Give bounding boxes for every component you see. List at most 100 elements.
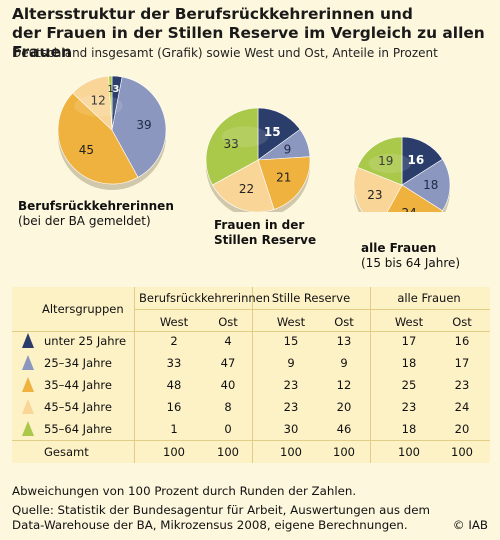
table-cell: 24 xyxy=(454,400,470,414)
table-cell: 33 xyxy=(166,356,182,370)
table-cell: 20 xyxy=(336,400,352,414)
pie-highlight xyxy=(221,126,269,147)
table-cell: 18 xyxy=(401,356,417,370)
table-cell: 46 xyxy=(336,422,352,436)
header-stille-reserve: Stille Reserve xyxy=(271,291,351,305)
pie-1-slice xyxy=(57,92,139,185)
pie-1-label-bold: Berufsrückkehrerinnen xyxy=(18,199,174,213)
table-cell: 23 xyxy=(401,400,417,414)
pie-2-slice xyxy=(205,107,259,186)
table-divider xyxy=(12,440,490,441)
row-label: unter 25 Jahre xyxy=(44,334,127,348)
pie-2-label-bold: Frauen in der xyxy=(214,218,305,232)
table-cell: 12 xyxy=(336,378,352,392)
total-cell: 100 xyxy=(451,445,473,459)
pie-3-slice xyxy=(401,136,443,186)
pie-2-slice-label: 33 xyxy=(223,137,238,151)
table-cell: 48 xyxy=(166,378,182,392)
age-group-marker-icon xyxy=(22,333,34,348)
total-cell: 100 xyxy=(280,445,302,459)
table-cell: 16 xyxy=(454,334,470,348)
table-divider xyxy=(12,331,490,332)
header-berufsrueckkehrerinnen: Berufsrückkehrerinnen xyxy=(139,291,271,305)
age-group-marker-icon xyxy=(22,355,34,370)
pie-1-label-normal: (bei der BA gemeldet) xyxy=(18,214,151,228)
table-cell: 9 xyxy=(287,356,295,370)
subheader-ost: Ost xyxy=(452,315,472,329)
total-cell: 100 xyxy=(398,445,420,459)
table-cell: 30 xyxy=(283,422,299,436)
table-cell: 13 xyxy=(336,334,352,348)
header-altersgruppen: Altersgruppen xyxy=(42,302,124,316)
row-label: 55–64 Jahre xyxy=(44,422,112,436)
pie-2-slice-label: 22 xyxy=(239,182,254,196)
table-cell: 17 xyxy=(401,334,417,348)
table-cell: 9 xyxy=(340,356,348,370)
pie-3-slice xyxy=(353,166,403,212)
table-cell: 2 xyxy=(170,334,178,348)
pie-2-label-bold-2: Stillen Reserve xyxy=(214,233,317,247)
subheader-west: West xyxy=(276,315,306,329)
copyright: © IAB xyxy=(452,518,488,532)
age-group-marker-icon xyxy=(22,399,34,414)
table-cell: 1 xyxy=(170,422,178,436)
pie-charts: 3 39 45 121 159 21 22 33 16 18 24 23 19 xyxy=(57,75,451,212)
pie-3-label: alle Frauen (15 bis 64 Jahre) xyxy=(361,241,460,271)
pie-2-slice xyxy=(212,159,275,212)
pie-1-slice xyxy=(111,76,167,178)
table-divider xyxy=(134,287,135,463)
pie-3-label-bold: alle Frauen xyxy=(361,241,437,255)
pie-1-label: Berufsrückkehrerinnen (bei der BA gemeld… xyxy=(18,199,174,229)
table-cell: 20 xyxy=(454,422,470,436)
pie-3-label-normal: (15 bis 64 Jahre) xyxy=(361,256,461,270)
total-cell: 100 xyxy=(333,445,355,459)
table-cell: 8 xyxy=(224,400,232,414)
row-label: 45–54 Jahre xyxy=(44,400,112,414)
subheader-west: West xyxy=(159,315,189,329)
title-line-1: Altersstruktur der Berufsrückkehrerinnen… xyxy=(12,5,413,23)
pie-1-slice-label: 1 xyxy=(108,84,114,95)
age-group-marker-icon xyxy=(22,377,34,392)
table-divider xyxy=(370,287,371,463)
pie-highlight xyxy=(368,153,412,173)
pie-2-slice-label: 15 xyxy=(264,125,281,139)
pie-2-slice xyxy=(257,107,301,161)
pie-1-slice-label: 3 xyxy=(113,84,120,95)
pie-3-slice-label: 24 xyxy=(402,206,417,212)
pie-highlight xyxy=(74,94,123,117)
row-label: 35–44 Jahre xyxy=(44,378,112,392)
pie-1-slice xyxy=(108,75,113,131)
pie-3-slice-label: 18 xyxy=(423,178,438,192)
pie-1-slice-label: 12 xyxy=(91,94,106,108)
pie-2-label: Frauen in der Stillen Reserve xyxy=(214,218,316,248)
pie-3-slice-label: 19 xyxy=(378,154,393,168)
table-cell: 17 xyxy=(454,356,470,370)
source-note: Quelle: Statistik der Bundesagentur für … xyxy=(12,503,432,533)
rounding-note: Abweichungen von 100 Prozent durch Runde… xyxy=(12,484,357,498)
table-cell: 16 xyxy=(166,400,182,414)
pie-2-slice-label: 9 xyxy=(284,142,292,156)
table-cell: 4 xyxy=(224,334,232,348)
pie-3-slice xyxy=(356,136,403,186)
table-divider xyxy=(134,309,490,310)
pie-3-slice-label: 16 xyxy=(408,153,425,167)
table-cell: 47 xyxy=(220,356,236,370)
pie-3-slice xyxy=(386,184,443,212)
table-divider xyxy=(252,287,253,463)
total-label: Gesamt xyxy=(44,445,89,459)
table-cell: 23 xyxy=(454,378,470,392)
total-cell: 100 xyxy=(217,445,239,459)
subheader-ost: Ost xyxy=(218,315,238,329)
table-cell: 40 xyxy=(220,378,236,392)
pie-1-slice-label: 45 xyxy=(79,143,94,157)
table-cell: 23 xyxy=(283,400,299,414)
pie-3-slice-label: 23 xyxy=(367,188,382,202)
pie-3-slice xyxy=(401,158,451,212)
subheader-ost: Ost xyxy=(334,315,354,329)
source-line-1: Quelle: Statistik der Bundesagentur für … xyxy=(12,503,431,517)
pie-2-slice-label: 21 xyxy=(276,171,291,185)
title-line-2: der Frauen in der Stillen Reserve im Ver… xyxy=(12,24,485,61)
table-cell: 15 xyxy=(283,334,299,348)
header-alle-frauen: alle Frauen xyxy=(397,291,461,305)
